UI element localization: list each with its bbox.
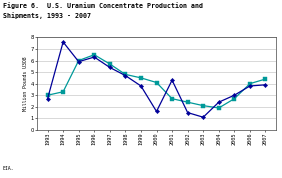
Text: EIA.: EIA.	[3, 166, 14, 171]
Text: Shipments, 1993 - 2007: Shipments, 1993 - 2007	[3, 12, 91, 19]
Text: Figure 6.  U.S. Uranium Concentrate Production and: Figure 6. U.S. Uranium Concentrate Produ…	[3, 2, 203, 9]
Y-axis label: Million Pounds U3O8: Million Pounds U3O8	[23, 56, 28, 111]
